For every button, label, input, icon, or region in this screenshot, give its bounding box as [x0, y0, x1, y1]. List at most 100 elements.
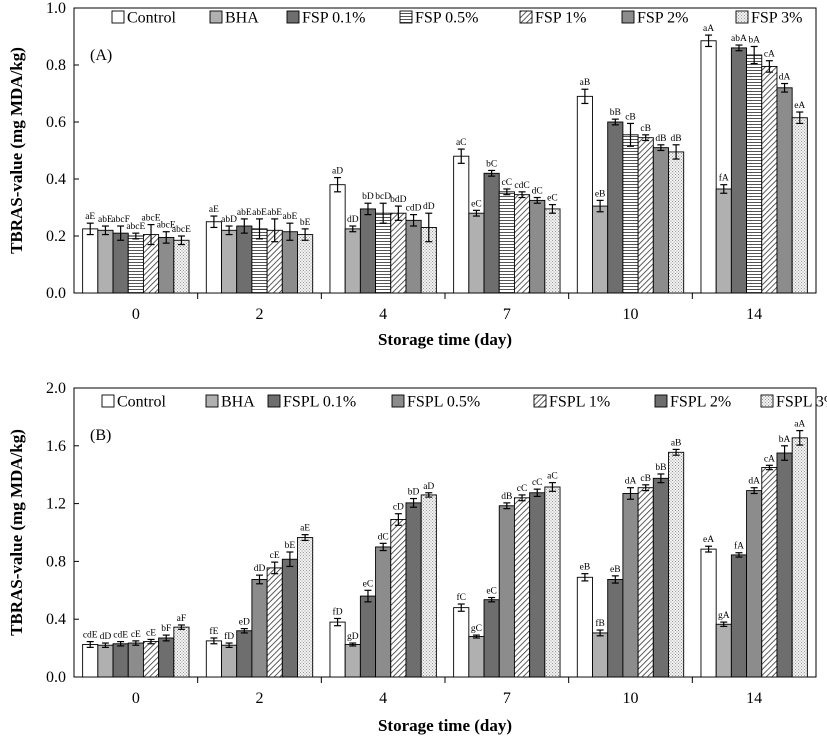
data-label: aE: [85, 212, 95, 222]
legend-label: FSP 2%: [637, 10, 688, 27]
data-label: eC: [471, 199, 482, 209]
legend-label: FSPL 0.5%: [407, 394, 480, 411]
data-label: gA: [718, 611, 730, 621]
bar: [592, 205, 609, 294]
data-label: abcE: [126, 222, 145, 232]
data-label: cA: [764, 454, 775, 464]
data-label: abcE: [172, 225, 191, 235]
data-label: bE: [300, 218, 311, 228]
data-label: aB: [671, 438, 682, 448]
y-tick-label: 0.6: [46, 114, 66, 131]
bar: [652, 147, 669, 294]
data-label: abE: [237, 208, 252, 218]
bar: [158, 637, 175, 678]
data-label: cC: [517, 484, 528, 494]
x-axis-title: Storage time (day): [378, 716, 512, 735]
bar: [668, 451, 685, 678]
bar: [390, 519, 407, 678]
chart-panel-1: 0.0 0.2 0.4 0.6 0.8 1.0 TBRAS-value (mg MDA/kg…: [7, 0, 817, 349]
bar: [251, 579, 268, 678]
y-tick-label: 0.0: [46, 285, 66, 302]
bar: [390, 212, 407, 294]
data-label: aD: [423, 482, 434, 492]
data-label: cdC: [514, 181, 529, 191]
bar: [375, 546, 392, 678]
bar: [730, 554, 748, 678]
bar: [236, 630, 253, 678]
legend-swatch: [735, 10, 749, 24]
data-label: cdE: [113, 631, 128, 641]
bar: [375, 212, 392, 294]
bar: [607, 579, 624, 678]
y-tick-label: 0.0: [46, 669, 66, 686]
bar: [607, 121, 624, 294]
bar: [453, 607, 470, 678]
x-tick-label: 0: [132, 306, 140, 323]
data-label: eB: [595, 189, 606, 199]
data-label: abcE: [157, 221, 176, 231]
bar: [776, 452, 793, 678]
x-tick-label: 7: [503, 306, 511, 323]
bar: [529, 199, 546, 294]
bar: [700, 548, 717, 678]
bar: [761, 65, 778, 294]
data-label: cB: [640, 474, 651, 484]
data-label: dB: [655, 134, 666, 144]
bar: [344, 228, 361, 294]
y-tick-label: 0.2: [46, 228, 66, 245]
data-label: dD: [423, 202, 435, 212]
data-label: aE: [209, 205, 219, 215]
panel-label: (B): [90, 427, 111, 444]
x-tick-label: 2: [256, 306, 264, 323]
bar: [715, 623, 732, 678]
bar: [668, 151, 685, 294]
bar: [637, 137, 654, 294]
data-label: cA: [764, 50, 775, 60]
data-label: cE: [146, 628, 156, 638]
x-tick-label: 7: [503, 690, 511, 707]
data-label: eC: [363, 579, 374, 589]
bar: [652, 477, 669, 678]
data-label: cC: [532, 478, 543, 488]
legend-swatch: [391, 394, 405, 408]
bar: [329, 184, 346, 294]
bar: [746, 490, 763, 678]
x-tick-label: 14: [746, 690, 762, 707]
y-tick-label: 0.4: [46, 611, 66, 628]
data-label: dB: [671, 134, 682, 144]
bar: [281, 558, 298, 678]
bar: [622, 493, 639, 678]
y-axis-title: TBRAS-value (mg MDA/kg): [7, 47, 26, 254]
data-label: eC: [486, 587, 497, 597]
data-label: bE: [285, 541, 296, 551]
bar: [420, 494, 437, 678]
legend-swatch: [519, 10, 533, 24]
legend-swatch: [286, 10, 300, 24]
data-label: eA: [794, 101, 805, 111]
bar: [344, 644, 361, 678]
data-label: bF: [161, 624, 171, 634]
bar: [221, 229, 238, 294]
data-label: bB: [655, 463, 666, 473]
bar: [112, 643, 129, 678]
bar: [173, 626, 190, 678]
data-label: abE: [252, 208, 267, 218]
bar: [791, 437, 808, 678]
data-label: dA: [748, 477, 760, 487]
bar: [221, 644, 238, 678]
bar: [513, 194, 531, 294]
data-label: fA: [734, 541, 744, 552]
legend-label: BHA: [221, 394, 255, 411]
legend-label: FSPL 3%: [776, 394, 827, 411]
legend-swatch: [267, 394, 281, 408]
data-label: abcE: [142, 214, 161, 224]
bar: [158, 236, 175, 294]
bar: [266, 567, 283, 678]
bar: [730, 47, 748, 294]
legend-label: FSP 1%: [535, 10, 586, 27]
legend-label: FSPL 1%: [549, 394, 610, 411]
y-tick-label: 0.8: [46, 553, 66, 570]
y-tick-label: 1.6: [46, 438, 66, 455]
